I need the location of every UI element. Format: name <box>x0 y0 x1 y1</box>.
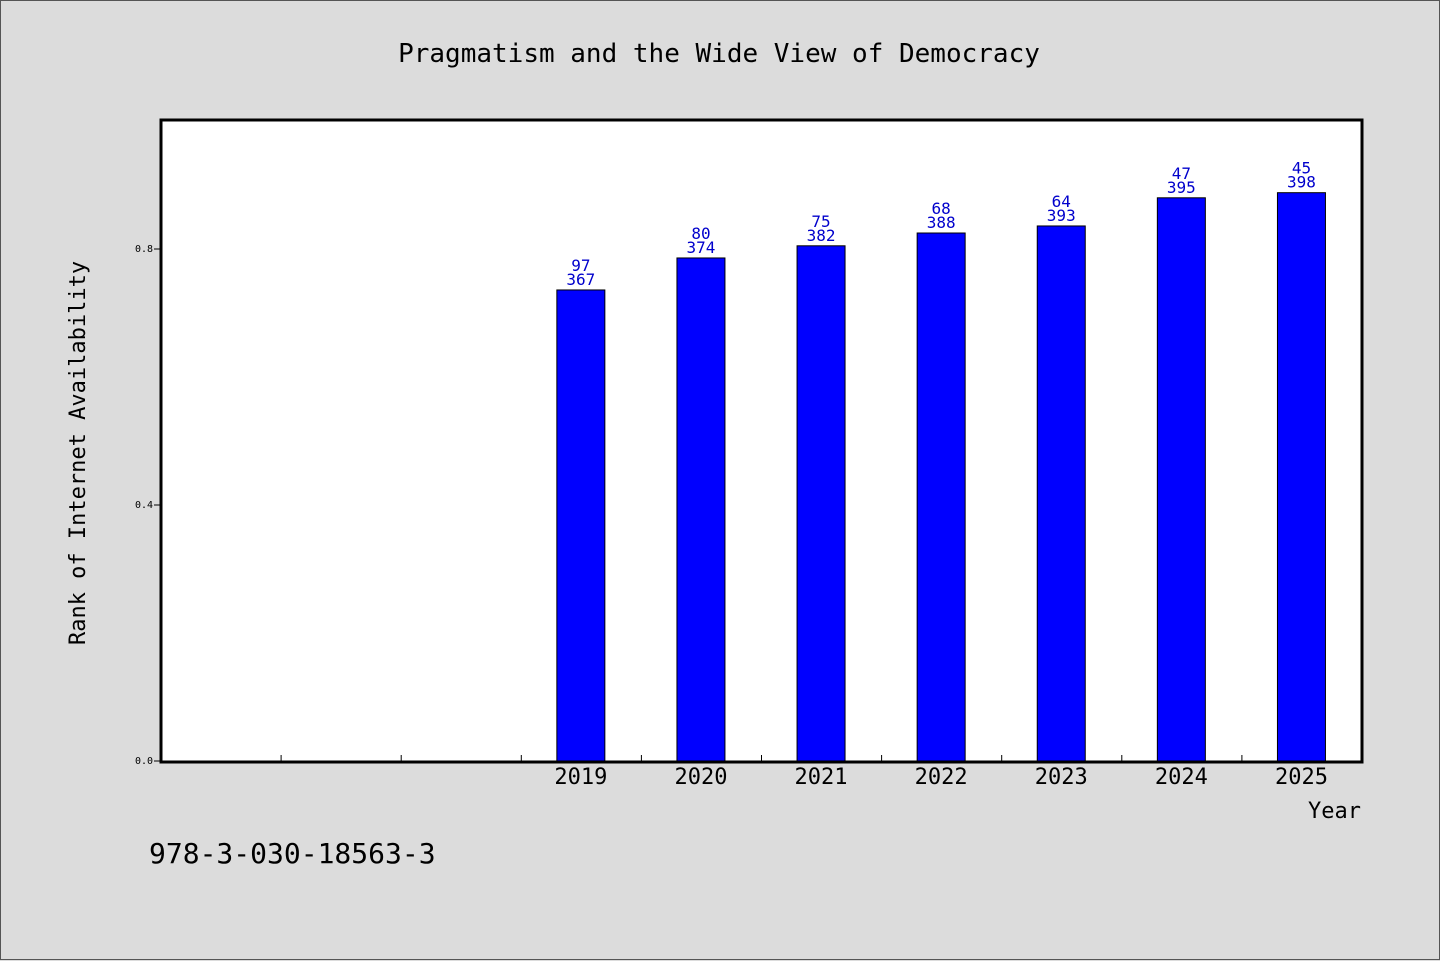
data-label-bottom-2020: 374 <box>686 238 715 257</box>
data-label-bottom-2021: 382 <box>807 226 836 245</box>
y-tick-label: 0.0 <box>135 756 153 767</box>
bar-2022 <box>916 232 966 762</box>
bar-2021 <box>796 245 846 762</box>
data-label-bottom-2022: 388 <box>927 213 956 232</box>
data-label-bottom-2025: 398 <box>1287 173 1316 192</box>
data-label-top-2024: 47 <box>1172 164 1191 183</box>
x-axis-labels: 2019 2020 2021 2022 2023 2024 2025 <box>554 765 1328 790</box>
x-axis-ticks <box>280 755 1243 761</box>
bar-2024 <box>1156 197 1206 762</box>
x-tick-label-2024: 2024 <box>1155 765 1208 790</box>
bar-series <box>556 192 1326 762</box>
bar-2019 <box>556 289 606 762</box>
data-label-bottom-2024: 395 <box>1167 178 1196 197</box>
data-label-top-2022: 68 <box>932 199 951 218</box>
data-label-top-2021: 75 <box>811 212 830 231</box>
x-tick-label-2025: 2025 <box>1275 765 1328 790</box>
y-axis: 0.0 0.4 0.8 <box>135 244 161 767</box>
y-tick-label: 0.8 <box>135 244 153 255</box>
x-tick-label-2019: 2019 <box>554 765 607 790</box>
y-tick-label: 0.4 <box>135 500 153 511</box>
data-label-top-2025: 45 <box>1292 159 1311 178</box>
bar-2020 <box>676 257 726 762</box>
x-tick-label-2020: 2020 <box>674 765 727 790</box>
bar-2025 <box>1276 192 1326 762</box>
data-label-top-2020: 80 <box>691 224 710 243</box>
data-label-bottom-2023: 393 <box>1047 206 1076 225</box>
data-label-top-2023: 64 <box>1052 192 1071 211</box>
bar-2023 <box>1036 225 1086 762</box>
chart-title: Pragmatism and the Wide View of Democrac… <box>398 39 1040 69</box>
data-label-bottom-2019: 367 <box>566 270 595 289</box>
x-tick-label-2021: 2021 <box>795 765 848 790</box>
x-axis-title: Year <box>1308 799 1361 824</box>
x-tick-label-2023: 2023 <box>1035 765 1088 790</box>
y-axis-title: Rank of Internet Availability <box>66 261 91 645</box>
isbn-footer: 978-3-030-18563-3 <box>149 837 436 870</box>
x-tick-label-2022: 2022 <box>915 765 968 790</box>
data-label-top-2019: 97 <box>571 256 590 275</box>
